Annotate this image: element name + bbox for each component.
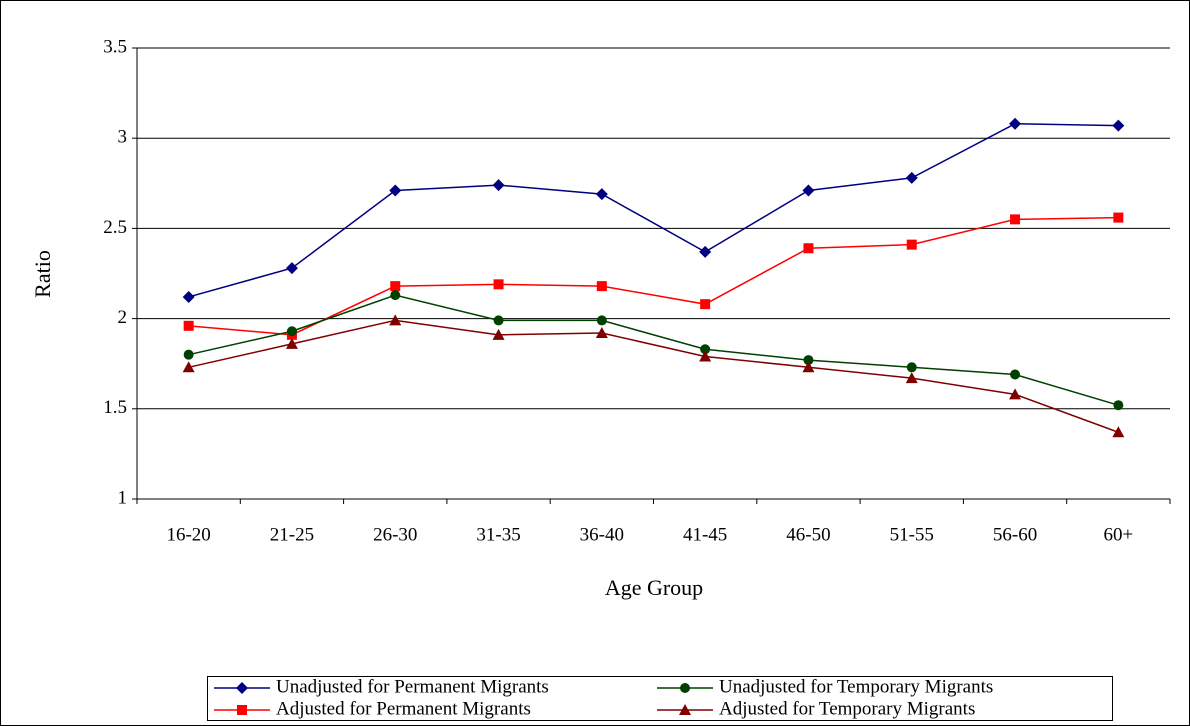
marker xyxy=(803,243,814,254)
marker xyxy=(596,315,607,326)
marker xyxy=(1009,388,1022,400)
marker xyxy=(699,350,712,362)
x-tick-label: 60+ xyxy=(1103,524,1133,545)
y-tick-label: 2.5 xyxy=(103,217,127,238)
marker xyxy=(802,184,815,197)
legend-label: Adjusted for Permanent Migrants xyxy=(276,698,531,719)
marker xyxy=(1010,369,1021,380)
marker xyxy=(679,704,691,715)
y-tick-label: 1.5 xyxy=(103,397,127,418)
marker xyxy=(1009,117,1022,130)
marker xyxy=(595,188,608,201)
marker xyxy=(390,290,401,301)
y-tick-label: 2 xyxy=(118,307,128,328)
marker xyxy=(700,344,711,355)
marker xyxy=(182,361,195,373)
legend-box xyxy=(207,676,1113,721)
marker xyxy=(803,355,814,366)
series-line xyxy=(188,123,1119,298)
x-tick-label: 46-50 xyxy=(786,524,830,545)
marker xyxy=(906,239,917,250)
marker xyxy=(493,315,504,326)
marker xyxy=(492,179,505,192)
marker xyxy=(1010,214,1021,225)
x-tick-label: 56-60 xyxy=(993,524,1037,545)
series-line xyxy=(188,319,1119,433)
marker xyxy=(183,349,194,360)
marker xyxy=(905,372,918,384)
marker xyxy=(680,683,690,693)
marker xyxy=(1112,119,1125,132)
marker xyxy=(285,262,298,275)
marker xyxy=(595,327,608,339)
y-tick-label: 1 xyxy=(118,487,128,508)
marker xyxy=(1112,426,1125,438)
x-tick-label: 36-40 xyxy=(580,524,624,545)
x-tick-label: 41-45 xyxy=(683,524,727,545)
marker xyxy=(1113,212,1124,223)
marker xyxy=(390,281,401,292)
marker xyxy=(906,362,917,373)
marker xyxy=(389,184,402,197)
marker xyxy=(492,328,505,340)
legend-label: Adjusted for Temporary Migrants xyxy=(719,698,975,719)
marker xyxy=(596,281,607,292)
marker xyxy=(802,361,815,373)
marker xyxy=(905,171,918,184)
marker xyxy=(389,314,402,326)
marker xyxy=(236,682,248,694)
x-tick-label: 21-25 xyxy=(270,524,314,545)
marker xyxy=(1113,400,1124,411)
x-tick-label: 16-20 xyxy=(166,524,210,545)
legend-label: Unadjusted for Temporary Migrants xyxy=(719,676,993,697)
marker xyxy=(493,279,504,290)
y-tick-label: 3 xyxy=(118,127,128,148)
marker xyxy=(237,705,247,715)
marker xyxy=(286,326,297,337)
marker xyxy=(700,299,711,310)
legend-label: Unadjusted for Permanent Migrants xyxy=(276,676,549,697)
y-axis-label: Ratio xyxy=(30,250,55,298)
y-tick-label: 3.5 xyxy=(103,36,127,57)
marker xyxy=(699,245,712,258)
x-tick-label: 26-30 xyxy=(373,524,417,545)
x-tick-label: 51-55 xyxy=(890,524,934,545)
x-tick-label: 31-35 xyxy=(476,524,520,545)
marker xyxy=(285,337,298,349)
marker xyxy=(183,320,194,331)
x-axis-label: Age Group xyxy=(605,575,703,600)
series-line xyxy=(188,294,1119,406)
series-line xyxy=(188,216,1119,336)
marker xyxy=(182,290,195,303)
